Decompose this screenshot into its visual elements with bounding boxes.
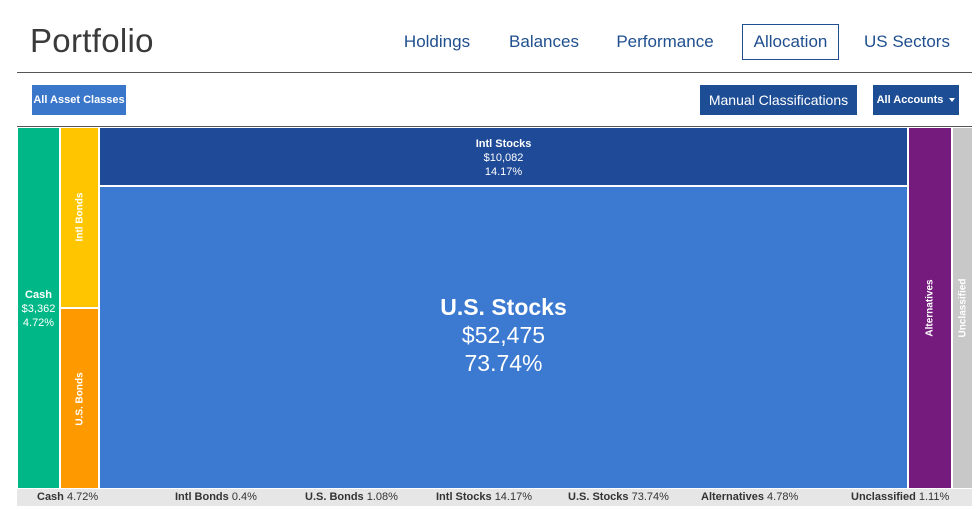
intl-stocks-label: Intl Stocks (475, 138, 532, 150)
tab-allocation[interactable]: Allocation (742, 24, 839, 60)
tab-holdings[interactable]: Holdings (403, 32, 471, 51)
legend-label: Unclassified (851, 491, 916, 503)
legend-item-intl-bonds[interactable]: Intl Bonds 0.4% (175, 489, 257, 506)
legend-percent: 4.72% (66, 491, 99, 503)
legend-item-us-stocks[interactable]: U.S. Stocks 73.74% (568, 489, 669, 506)
treemap-tile-alternatives[interactable]: Alternatives (909, 128, 951, 488)
treemap-tile-us-stocks[interactable]: U.S. Stocks $52,475 73.74% (100, 187, 907, 488)
legend-percent: 1.08% (366, 491, 398, 503)
us-stocks-label: U.S. Stocks (440, 294, 567, 320)
legend-label: U.S. Stocks (568, 491, 629, 503)
cash-percent: 4.72% (22, 317, 55, 329)
legend-label: Alternatives (701, 491, 764, 503)
us-stocks-percent: 73.74% (464, 350, 543, 376)
tab-performance[interactable]: Performance (616, 32, 714, 51)
all-asset-classes-label: All Asset Classes (33, 94, 125, 106)
us-stocks-value: $52,475 (461, 322, 546, 348)
treemap-tile-us-bonds[interactable]: U.S. Bonds (61, 309, 98, 488)
unclassified-label: Unclassified (957, 278, 968, 338)
cash-value: $3,362 (21, 303, 56, 315)
manual-classifications-button[interactable]: Manual Classifications (700, 85, 857, 115)
treemap-tile-intl-stocks[interactable]: Intl Stocks $10,082 14.17% (100, 128, 907, 185)
all-accounts-dropdown[interactable]: All Accounts (873, 85, 959, 115)
treemap-tile-unclassified[interactable]: Unclassified (953, 128, 972, 488)
chevron-down-icon (949, 98, 956, 102)
legend-label: Intl Stocks (436, 491, 492, 503)
legend-label: U.S. Bonds (305, 491, 364, 503)
page-title: Portfolio (30, 22, 154, 59)
legend-percent: 73.74% (631, 491, 669, 503)
legend-label: Intl Bonds (175, 491, 229, 503)
treemap-tile-cash[interactable]: Cash $3,362 4.72% (18, 128, 59, 488)
intl-bonds-label: Intl Bonds (74, 192, 85, 241)
treemap-tile-intl-bonds[interactable]: Intl Bonds (61, 128, 98, 307)
toolbar-divider (17, 126, 972, 127)
allocation-legend: Cash 4.72% Intl Bonds 0.4% U.S. Bonds 1.… (17, 489, 972, 506)
alternatives-label: Alternatives (924, 279, 936, 337)
tab-us-sectors[interactable]: US Sectors (864, 32, 950, 51)
cash-label: Cash (25, 289, 52, 301)
legend-item-intl-stocks[interactable]: Intl Stocks 14.17% (436, 489, 532, 506)
legend-item-us-bonds[interactable]: U.S. Bonds 1.08% (305, 489, 398, 506)
legend-percent: 1.11% (918, 491, 950, 503)
manual-classifications-label: Manual Classifications (708, 92, 849, 108)
legend-label: Cash (37, 491, 64, 503)
legend-percent: 0.4% (231, 491, 257, 503)
legend-percent: 4.78% (767, 491, 799, 503)
legend-item-cash[interactable]: Cash 4.72% (37, 489, 98, 506)
legend-item-alternatives[interactable]: Alternatives 4.78% (701, 489, 798, 506)
us-bonds-label: U.S. Bonds (74, 371, 85, 426)
legend-item-unclassified[interactable]: Unclassified 1.11% (851, 489, 949, 506)
header-divider (17, 72, 972, 73)
all-asset-classes-button[interactable]: All Asset Classes (32, 85, 126, 115)
intl-stocks-value: $10,082 (483, 152, 524, 164)
intl-stocks-percent: 14.17% (484, 166, 523, 178)
legend-percent: 14.17% (494, 491, 532, 503)
all-accounts-label: All Accounts (876, 94, 944, 106)
tab-balances[interactable]: Balances (509, 32, 579, 51)
